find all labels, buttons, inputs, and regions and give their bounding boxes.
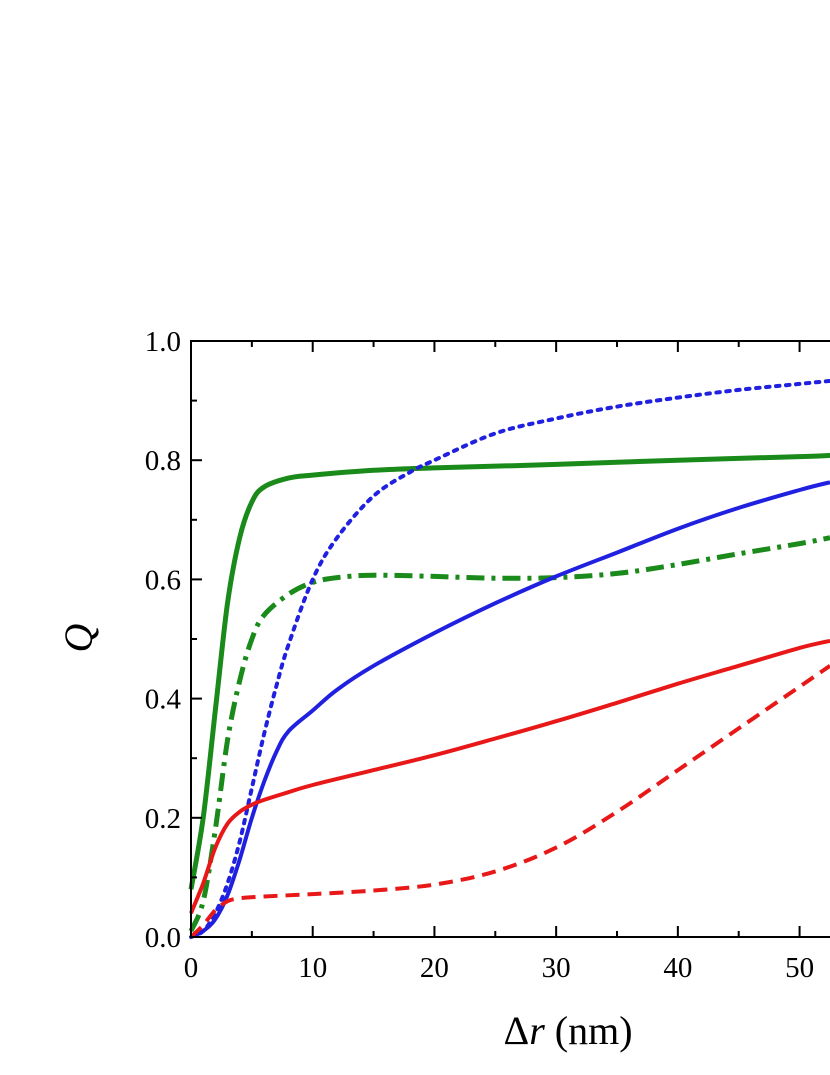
series-line-3 — [189, 378, 830, 939]
x-tick-labels: 0 10 20 30 40 50 — [184, 952, 814, 984]
y-axis-title: Q — [56, 623, 101, 652]
axis-ticks — [190, 340, 801, 938]
y-tick-label: 0.2 — [145, 803, 181, 835]
series-line-2 — [188, 535, 830, 933]
y-tick-label: 0.0 — [145, 922, 181, 954]
x-tick-label: 10 — [298, 952, 327, 984]
series-line-6 — [189, 664, 830, 939]
y-tick-label: 0.6 — [145, 564, 181, 596]
y-tick-label: 1.0 — [145, 326, 181, 358]
x-tick-label: 50 — [785, 952, 814, 984]
x-axis-title: Δr (nm) — [503, 1008, 632, 1053]
series-line-1 — [188, 452, 830, 890]
y-tick-label: 0.8 — [145, 445, 181, 477]
data-series-group — [188, 378, 830, 939]
y-tick-label: 0.4 — [145, 684, 182, 716]
series-line-5 — [189, 638, 830, 914]
x-tick-label: 20 — [420, 952, 449, 984]
x-tick-label: 40 — [663, 952, 692, 984]
series-line-4 — [190, 480, 830, 939]
y-tick-labels: 0.0 0.2 0.4 0.6 0.8 1.0 — [145, 326, 182, 954]
x-tick-label: 30 — [542, 952, 571, 984]
x-tick-label: 0 — [184, 952, 199, 984]
